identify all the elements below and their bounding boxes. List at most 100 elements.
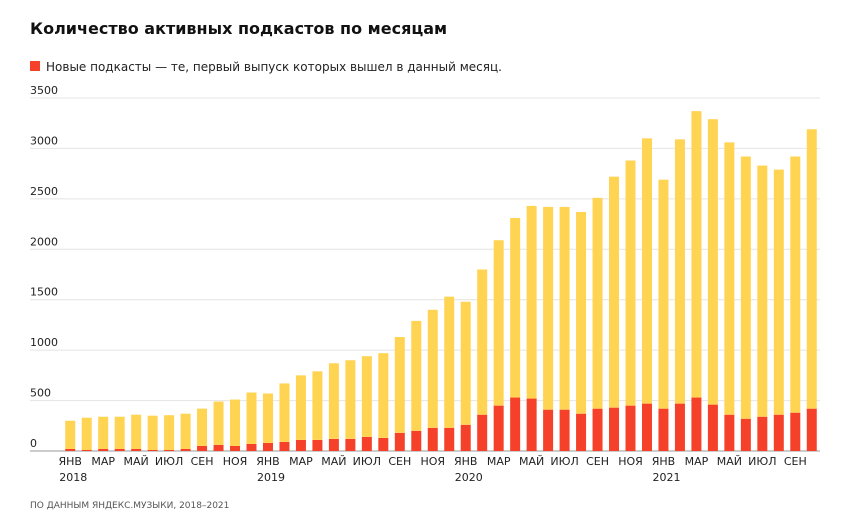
x-year-label: 2019 [257, 471, 285, 484]
x-tick-label: МАР [487, 455, 511, 468]
bar-segment [81, 417, 92, 450]
bar-segment [114, 416, 125, 449]
x-tick-label: МАР [289, 455, 313, 468]
x-tick-label: НОЯ [618, 455, 643, 468]
bar-segment [740, 156, 751, 419]
x-tick-label: МАЙ [124, 455, 149, 468]
bar-segment [427, 427, 438, 451]
x-tick-label: МАЙ [717, 455, 742, 468]
bar-segment [328, 363, 339, 439]
x-tick-label: ЯНВ [652, 455, 675, 468]
bar-segment [197, 445, 208, 451]
bar-segment [559, 409, 570, 451]
bar-segment [131, 448, 142, 451]
bar-segment [477, 269, 488, 415]
bar-segment [164, 449, 175, 451]
x-tick-label: ЯНВ [454, 455, 477, 468]
x-tick-label: ИЮЛ [155, 455, 183, 468]
x-tick-label: СЕН [191, 455, 214, 468]
bar-segment [444, 296, 455, 428]
bar-segment [790, 156, 801, 413]
x-tick-label: МАЙ [321, 455, 346, 468]
bar-segment [295, 375, 306, 440]
bar-segment [328, 438, 339, 451]
x-tick-label: ИЮЛ [550, 455, 578, 468]
bar-segment [592, 408, 603, 451]
bar-segment [460, 424, 471, 451]
bar-segment [312, 371, 323, 440]
bar-segment [81, 449, 92, 451]
bar-segment [691, 397, 702, 451]
bar-segment [526, 398, 537, 451]
bar-segment [312, 439, 323, 451]
bar-segment [394, 432, 405, 451]
bar-segment [477, 414, 488, 451]
bar-segment [131, 414, 142, 449]
bar-segment [674, 403, 685, 451]
x-tick-label: МАР [91, 455, 115, 468]
bar-segment [230, 445, 241, 451]
bar-segment [361, 436, 372, 451]
bar-segment [609, 407, 620, 451]
bar-segment [197, 408, 208, 446]
bar-segment [773, 169, 784, 415]
x-tick-label: НОЯ [420, 455, 445, 468]
bar-segment [658, 408, 669, 451]
bar-segment [790, 412, 801, 451]
y-tick-label: 2500 [30, 185, 58, 198]
bar-segment [411, 430, 422, 451]
bar-segment [295, 439, 306, 451]
bar-segment [576, 211, 587, 414]
bar-segment [394, 337, 405, 433]
bar-segment [460, 301, 471, 425]
bar-segment [65, 448, 76, 451]
bar-segment [658, 179, 669, 409]
bar-segment [707, 119, 718, 405]
bar-segment [773, 414, 784, 451]
legend-swatch [30, 61, 40, 71]
bar-segment [806, 408, 817, 451]
y-tick-label: 3500 [30, 84, 58, 97]
source-note: ПО ДАННЫМ ЯНДЕКС.МУЗЫКИ, 2018–2021 [30, 501, 229, 511]
x-tick-label: ИЮЛ [353, 455, 381, 468]
bar-segment [444, 427, 455, 451]
bar-segment [361, 356, 372, 437]
bar-segment [411, 320, 422, 431]
bar-segment [246, 443, 257, 451]
bar-segment [147, 449, 158, 451]
bar-segment [279, 383, 290, 442]
x-tick-label: МАР [685, 455, 709, 468]
bar-segment [345, 360, 356, 439]
bar-segment [65, 420, 76, 449]
x-tick-label: СЕН [586, 455, 609, 468]
bar-segment [230, 399, 241, 446]
bar-segment [691, 111, 702, 398]
bar-segment [114, 448, 125, 451]
x-tick-label: МАЙ [519, 455, 544, 468]
bar-segment [213, 444, 224, 451]
x-year-label: 2018 [59, 471, 87, 484]
bar-segment [543, 409, 554, 451]
bar-segment [510, 218, 521, 398]
bar-segment [740, 418, 751, 451]
y-tick-label: 2000 [30, 235, 58, 248]
y-tick-label: 500 [30, 387, 51, 400]
bar-segment [493, 240, 504, 406]
x-tick-label: СЕН [388, 455, 411, 468]
x-year-label: 2021 [652, 471, 680, 484]
y-tick-label: 1000 [30, 336, 58, 349]
bar-segment [757, 416, 768, 451]
bar-segment [493, 405, 504, 451]
bar-segment [378, 437, 389, 451]
bar-segment [724, 142, 735, 415]
bar-segment [674, 139, 685, 404]
x-tick-label: ИЮЛ [748, 455, 776, 468]
chart-title: Количество активных подкастов по месяцам [30, 19, 447, 38]
bar-segment [378, 353, 389, 438]
x-tick-label: НОЯ [223, 455, 248, 468]
bar-segment [147, 415, 158, 450]
bar-segment [641, 138, 652, 404]
bar-segment [510, 397, 521, 451]
y-tick-label: 1500 [30, 286, 58, 299]
bar-segment [345, 438, 356, 451]
